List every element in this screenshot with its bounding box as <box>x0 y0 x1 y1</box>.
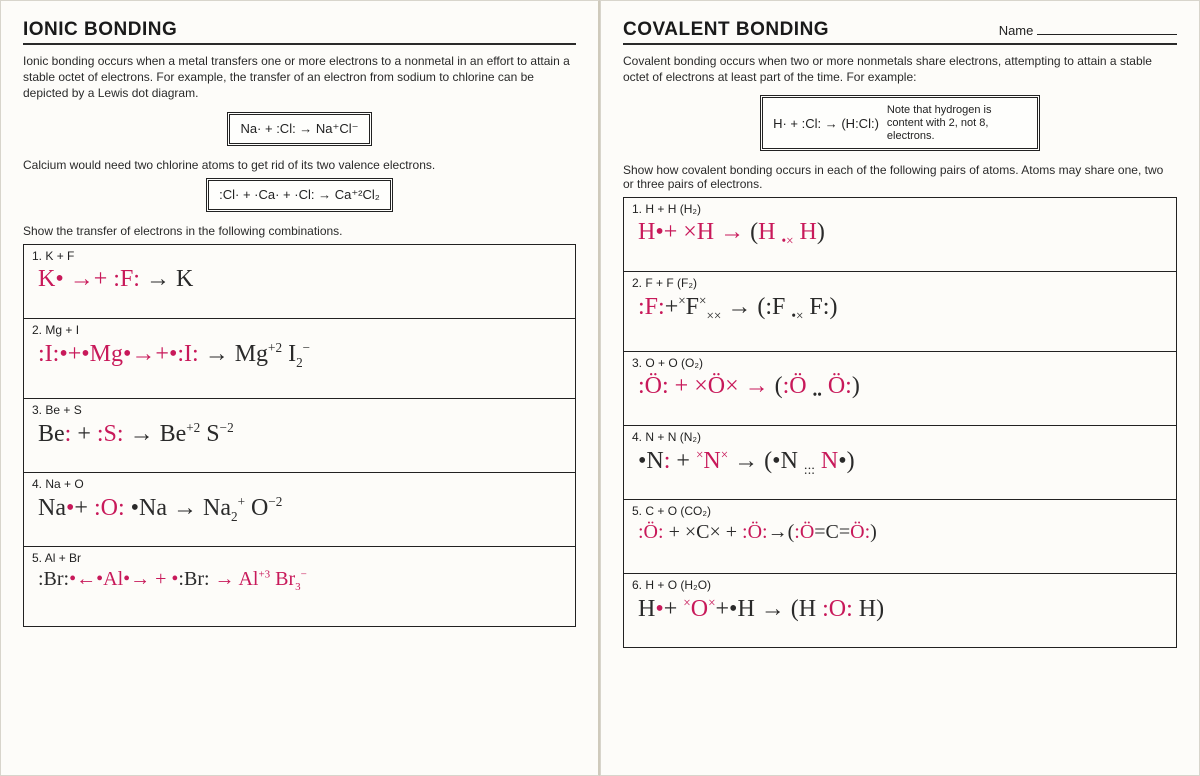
instruction-ionic: Show the transfer of electrons in the fo… <box>23 224 576 238</box>
q-label: 3. Be + S <box>32 403 567 417</box>
answer-handwriting: Na•+ :O: •Na → Na2+ O−2 <box>32 491 567 525</box>
answer-handwriting: :Ö: + ×Ö× → (:Ö •• Ö:) <box>632 370 1168 403</box>
example-nacl: Na· + :Cl: → Na⁺Cl⁻ <box>240 121 358 137</box>
intro-covalent: Covalent bonding occurs when two or more… <box>623 53 1177 85</box>
ionic-row-3: 3. Be + S Be: + :S: → Be+2 S−2 <box>24 399 575 473</box>
answer-handwriting: •N: + ×N× → (•N ::: N•) <box>632 444 1168 478</box>
q-label: 2. Mg + I <box>32 323 567 337</box>
instruction-covalent: Show how covalent bonding occurs in each… <box>623 163 1177 191</box>
answer-handwriting: Be: + :S: → Be+2 S−2 <box>32 417 567 448</box>
q-label: 1. H + H (H₂) <box>632 202 1168 216</box>
ionic-row-4: 4. Na + O Na•+ :O: •Na → Na2+ O−2 <box>24 473 575 547</box>
name-field: Name <box>999 23 1177 38</box>
mid-text: Calcium would need two chlorine atoms to… <box>23 158 576 172</box>
q-label: 2. F + F (F₂) <box>632 276 1168 290</box>
example-box-cacl2: :Cl· + ·Ca· + ·Cl: → Ca⁺²Cl₂ <box>206 178 393 212</box>
covalent-row-2: 2. F + F (F₂) :F:+×F××× → (:F •× F:) <box>624 272 1176 352</box>
answer-handwriting: H•+ ×H → (H •× H) <box>632 216 1168 249</box>
ionic-row-2: 2. Mg + I :I:•+•Mg•→+•:I: → Mg+2 I2− <box>24 319 575 399</box>
example-note: Note that hydrogen is content with 2, no… <box>887 104 1027 142</box>
title-ionic: IONIC BONDING <box>23 19 177 43</box>
q-label: 3. O + O (O₂) <box>632 356 1168 370</box>
example-cacl2: :Cl· + ·Ca· + ·Cl: → Ca⁺²Cl₂ <box>219 187 380 203</box>
ionic-table: 1. K + F K• →+ :F: → K 2. Mg + I :I:•+•M… <box>23 244 576 627</box>
header-right: COVALENT BONDING Name <box>623 19 1177 45</box>
q-label: 1. K + F <box>32 249 567 263</box>
page-ionic: IONIC BONDING Ionic bonding occurs when … <box>0 0 600 776</box>
ionic-row-5: 5. Al + Br :Br:•←•Al•→ + •:Br: → Al+3 Br… <box>24 547 575 627</box>
answer-handwriting: K• →+ :F: → K <box>32 263 567 293</box>
covalent-row-3: 3. O + O (O₂) :Ö: + ×Ö× → (:Ö •• Ö:) <box>624 352 1176 426</box>
covalent-row-4: 4. N + N (N₂) •N: + ×N× → (•N ::: N•) <box>624 426 1176 500</box>
answer-handwriting: :Br:•←•Al•→ + •:Br: → Al+3 Br3− <box>32 565 567 595</box>
covalent-table: 1. H + H (H₂) H•+ ×H → (H •× H) 2. F + F… <box>623 197 1177 648</box>
ionic-row-1: 1. K + F K• →+ :F: → K <box>24 245 575 319</box>
covalent-row-5: 5. C + O (CO₂) :Ö: + ×C× + :Ö:→(:Ö=C=Ö:) <box>624 500 1176 574</box>
header-left: IONIC BONDING <box>23 19 576 45</box>
answer-handwriting: H•+ ×O×+•H → (H :O: H) <box>632 592 1168 623</box>
answer-handwriting: :Ö: + ×C× + :Ö:→(:Ö=C=Ö:) <box>632 518 1168 544</box>
example-hcl: H· + :Cl: → (H:Cl:) <box>773 116 879 131</box>
q-label: 5. C + O (CO₂) <box>632 504 1168 518</box>
q-label: 5. Al + Br <box>32 551 567 565</box>
answer-handwriting: :I:•+•Mg•→+•:I: → Mg+2 I2− <box>32 337 567 371</box>
intro-ionic: Ionic bonding occurs when a metal transf… <box>23 53 576 102</box>
title-covalent: COVALENT BONDING <box>623 19 829 43</box>
name-blank[interactable] <box>1037 23 1177 35</box>
example-box-hcl: H· + :Cl: → (H:Cl:) Note that hydrogen i… <box>760 95 1040 151</box>
page-covalent: COVALENT BONDING Name Covalent bonding o… <box>600 0 1200 776</box>
q-label: 6. H + O (H₂O) <box>632 578 1168 592</box>
answer-handwriting: :F:+×F××× → (:F •× F:) <box>632 290 1168 324</box>
covalent-row-1: 1. H + H (H₂) H•+ ×H → (H •× H) <box>624 198 1176 272</box>
q-label: 4. N + N (N₂) <box>632 430 1168 444</box>
covalent-row-6: 6. H + O (H₂O) H•+ ×O×+•H → (H :O: H) <box>624 574 1176 648</box>
example-box-nacl: Na· + :Cl: → Na⁺Cl⁻ <box>227 112 371 146</box>
q-label: 4. Na + O <box>32 477 567 491</box>
